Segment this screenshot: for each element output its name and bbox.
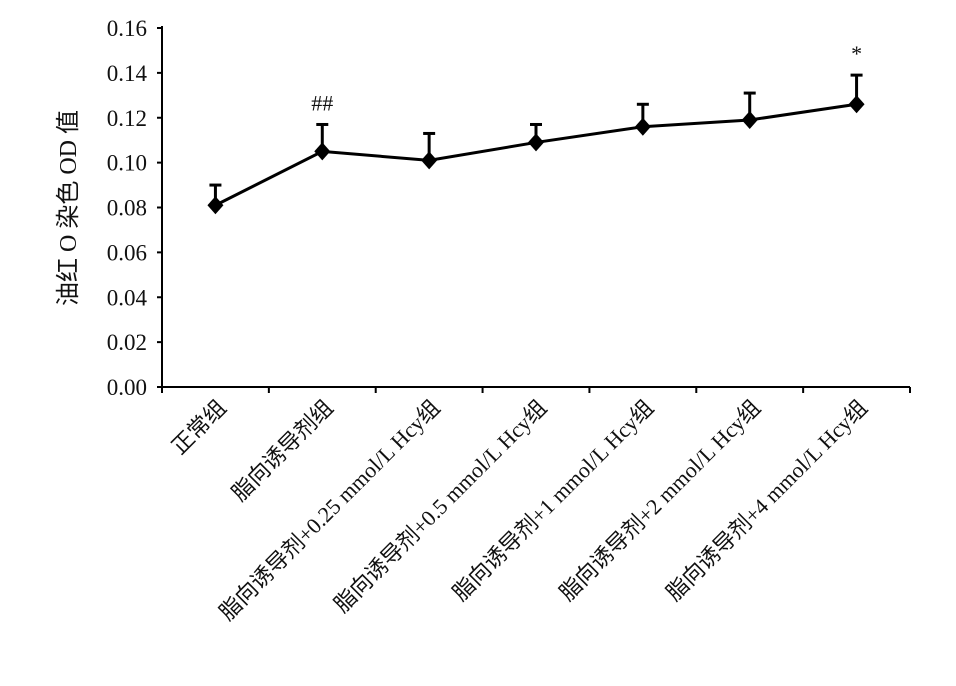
data-point (634, 117, 651, 136)
x-tick-label: 脂向诱导剂组 (227, 395, 338, 506)
y-tick-label: 0.04 (107, 285, 148, 310)
marks: ## * (207, 41, 865, 215)
y-tick-label: 0.14 (107, 61, 148, 86)
data-point (207, 196, 224, 215)
y-tick-label: 0.08 (107, 196, 147, 221)
significance-annotation: * (851, 41, 862, 66)
y-tick-label: 0.02 (107, 330, 147, 355)
y-tick-label: 0.16 (107, 16, 147, 41)
y-tick-label: 0.12 (107, 106, 147, 131)
x-tick-label: 脂向诱导剂+0.5 mmol/L Hcy组 (329, 395, 551, 617)
axes: 0.000.020.040.060.080.100.120.140.16正常组脂… (107, 16, 911, 625)
data-point (741, 110, 758, 129)
data-point (528, 133, 544, 152)
y-tick-label: 0.06 (107, 240, 147, 265)
series-line (214, 102, 857, 207)
x-tick-label: 正常组 (167, 395, 231, 459)
y-axis-label: 油红 O 染色 OD 值 (55, 110, 82, 306)
data-point (848, 95, 865, 114)
y-tick-label: 0.00 (107, 375, 147, 400)
x-tick-label: 脂向诱导剂+1 mmol/L Hcy组 (448, 395, 659, 606)
data-point (421, 151, 438, 170)
x-tick-label: 脂向诱导剂+0.25 mmol/L Hcy组 (214, 395, 444, 625)
x-tick-label: 脂向诱导剂+4 mmol/L Hcy组 (661, 395, 872, 606)
x-tick-label: 脂向诱导剂+2 mmol/L Hcy组 (554, 395, 765, 606)
data-point (314, 142, 331, 161)
y-tick-label: 0.10 (107, 151, 147, 176)
significance-annotation: ## (311, 90, 333, 115)
